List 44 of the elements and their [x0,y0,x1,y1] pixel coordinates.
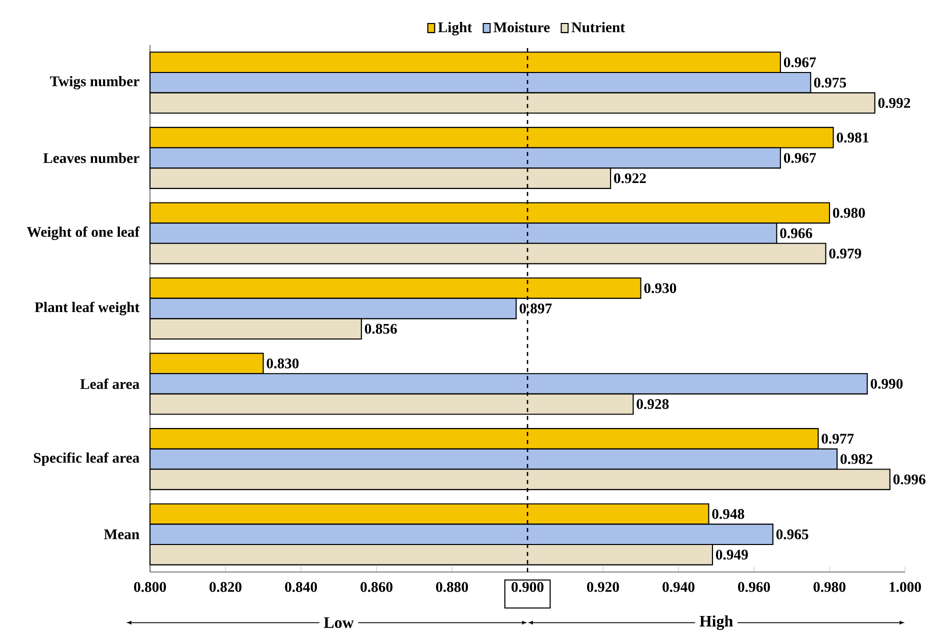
legend-label: Moisture [494,22,550,32]
data-label: 0.975 [814,78,846,88]
text: Low [324,617,354,628]
x-tick-label: 0.900 [512,582,544,592]
y-tick-label: Weight of one leaf [26,226,140,240]
data-label: 0.992 [878,98,910,108]
y-tick-label: Leaf area [80,378,140,390]
x-tick-label: 0.920 [587,582,619,592]
data-label: 0.930 [644,283,676,294]
data-label: 0.981 [836,132,868,143]
x-tick-label: 0.860 [360,582,392,592]
y-tick-label: Leaves number [43,152,140,164]
y-tick-label: Mean [104,529,140,540]
data-label: 0.949 [716,550,748,560]
data-label: 0.965 [776,529,808,540]
data-label: 0.967 [784,57,816,68]
x-tick-label: 0.800 [134,582,166,592]
y-tick-label: Twigs number [50,76,140,90]
y-tick-label: Plant leaf weight [34,302,140,316]
data-label: 0.977 [822,434,854,444]
data-label: 0.897 [520,304,552,314]
data-label: 0.982 [840,454,872,464]
data-label: 0.967 [784,152,816,163]
data-label: 0.928 [636,399,669,410]
legend-label: Nutrient [572,22,625,32]
data-label: 0.856 [364,324,397,334]
data-label: 0.948 [712,509,744,520]
data-label: 0.990 [870,378,903,389]
data-label: 0.830 [266,358,299,368]
legend-label: Light [438,22,472,36]
data-label: 0.922 [614,173,646,184]
x-tick-label: 1.000 [890,582,921,592]
data-label: 0.979 [829,248,862,259]
text: High [700,615,733,630]
x-tick-label: 0.940 [662,582,694,592]
x-tick-label: 0.840 [285,582,317,592]
y-tick-label: Specific leaf area [34,452,140,466]
x-tick-label: 0.960 [738,582,770,592]
data-label: 0.996 [893,474,926,484]
x-tick-label: 0.880 [436,582,468,592]
data-label: 0.980 [833,208,865,218]
x-tick-label: 0.820 [210,582,242,592]
data-label: 0.966 [780,228,812,238]
x-tick-label: 0.980 [814,582,846,592]
